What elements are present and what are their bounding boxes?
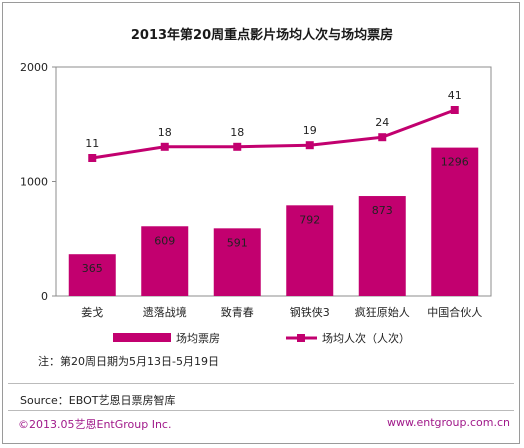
y-tick-label: 2000 bbox=[20, 61, 48, 74]
line-value-label: 11 bbox=[85, 137, 99, 150]
line-marker bbox=[88, 154, 97, 162]
bar bbox=[358, 196, 406, 296]
legend-bar-swatch bbox=[113, 333, 171, 342]
copyright-text: ©2013.05艺恩EntGroup Inc. bbox=[18, 418, 172, 431]
chart-title: 2013年第20周重点影片场均人次与场均票房 bbox=[130, 28, 394, 43]
bar bbox=[141, 226, 189, 296]
line-value-label: 19 bbox=[303, 124, 317, 137]
x-category-label: 遗落战境 bbox=[143, 305, 187, 319]
bar-value-label: 1296 bbox=[441, 156, 469, 169]
line-marker bbox=[233, 142, 242, 151]
legend-line-label: 场均人次（人次） bbox=[322, 331, 410, 345]
line-marker bbox=[160, 142, 169, 151]
y-tick-label: 0 bbox=[41, 290, 48, 303]
line-value-label: 41 bbox=[448, 89, 462, 102]
line-marker bbox=[305, 141, 314, 150]
bar-value-label: 873 bbox=[372, 204, 393, 217]
plot-area bbox=[55, 66, 492, 297]
divider-top bbox=[8, 383, 514, 384]
bar bbox=[68, 254, 116, 296]
x-category-label: 致青春 bbox=[221, 305, 254, 319]
date-note: 注：第20周日期为5月13日-5月19日 bbox=[38, 355, 219, 368]
x-category-label: 疯狂原始人 bbox=[355, 305, 410, 319]
source-text: Source：EBOT艺恩日票房智库 bbox=[20, 394, 176, 407]
bar-value-label: 609 bbox=[154, 234, 175, 247]
x-category-label: 中国合伙人 bbox=[427, 305, 482, 319]
legend-line-marker bbox=[297, 334, 305, 342]
line-series bbox=[92, 108, 456, 160]
bar bbox=[431, 147, 479, 296]
bar-value-label: 792 bbox=[299, 213, 320, 226]
line-value-label: 18 bbox=[158, 126, 172, 139]
divider-bottom bbox=[8, 410, 514, 411]
line-value-label: 18 bbox=[230, 126, 244, 139]
line-marker bbox=[378, 133, 387, 142]
x-category-label: 钢铁侠3 bbox=[290, 306, 330, 319]
website-link[interactable]: www.entgroup.com.cn bbox=[387, 416, 510, 429]
bar-value-label: 591 bbox=[227, 236, 248, 249]
y-tick-label: 1000 bbox=[20, 176, 48, 189]
line-value-label: 24 bbox=[375, 116, 389, 129]
bar-value-label: 365 bbox=[82, 262, 103, 275]
line-marker bbox=[450, 106, 459, 114]
bar bbox=[286, 205, 334, 296]
legend-bar-label: 场均票房 bbox=[176, 331, 220, 345]
bar bbox=[213, 228, 261, 296]
x-category-label: 姜戈 bbox=[81, 305, 103, 319]
